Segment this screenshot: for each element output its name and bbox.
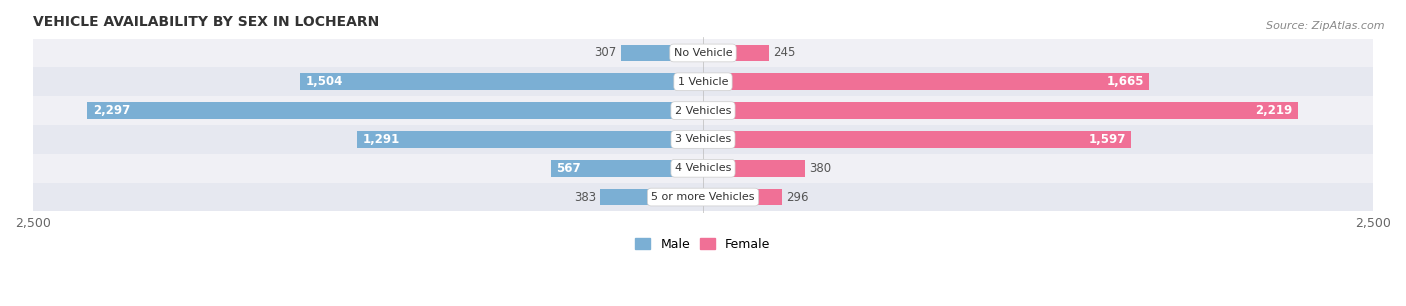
Bar [299,73,703,90]
Bar [32,67,1374,96]
Bar [703,160,804,177]
Bar [551,160,703,177]
Text: 4 Vehicles: 4 Vehicles [675,163,731,173]
Text: 307: 307 [595,47,617,59]
Bar [703,102,1298,119]
Legend: Male, Female: Male, Female [630,233,776,256]
Text: No Vehicle: No Vehicle [673,48,733,58]
Text: 1,665: 1,665 [1107,75,1144,88]
Text: 1,504: 1,504 [305,75,343,88]
Bar [87,102,703,119]
Text: 2,219: 2,219 [1256,104,1292,117]
Bar [357,131,703,148]
Bar [600,189,703,205]
Bar [32,125,1374,154]
Bar [703,189,782,205]
Bar [32,154,1374,183]
Text: 2 Vehicles: 2 Vehicles [675,106,731,116]
Text: VEHICLE AVAILABILITY BY SEX IN LOCHEARN: VEHICLE AVAILABILITY BY SEX IN LOCHEARN [32,15,380,29]
Text: 2,297: 2,297 [93,104,129,117]
Bar [32,39,1374,67]
Bar [32,183,1374,211]
Text: 380: 380 [808,162,831,175]
Text: 383: 383 [574,191,596,203]
Text: 1 Vehicle: 1 Vehicle [678,77,728,87]
Text: 5 or more Vehicles: 5 or more Vehicles [651,192,755,202]
Bar [620,45,703,61]
Text: 1,291: 1,291 [363,133,399,146]
Bar [703,45,769,61]
Text: 567: 567 [557,162,581,175]
Text: 296: 296 [786,191,808,203]
Bar [703,73,1149,90]
Bar [703,131,1130,148]
Text: 245: 245 [773,47,794,59]
Text: Source: ZipAtlas.com: Source: ZipAtlas.com [1267,21,1385,32]
Text: 3 Vehicles: 3 Vehicles [675,134,731,144]
Bar [32,96,1374,125]
Text: 1,597: 1,597 [1088,133,1126,146]
